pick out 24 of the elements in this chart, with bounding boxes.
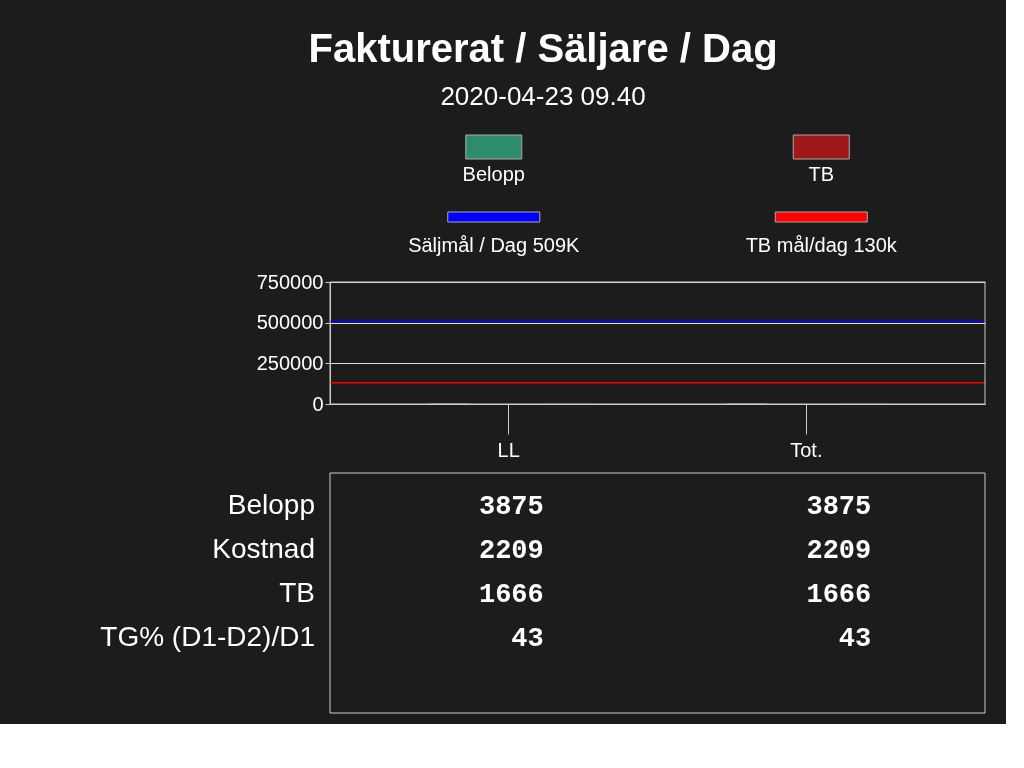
text: 43 bbox=[838, 624, 872, 654]
data-label: 1666 bbox=[478, 580, 544, 610]
y-tick-label: 750000 bbox=[256, 270, 324, 293]
text: TG% (D1-D2)/D1 bbox=[100, 621, 315, 652]
legend-label: TB bbox=[808, 163, 835, 185]
text: Belopp bbox=[227, 489, 315, 520]
x-tick-label: LL bbox=[497, 438, 520, 461]
y-tick-label: 0 bbox=[312, 392, 324, 415]
data-label: 3875 bbox=[806, 492, 872, 522]
y-tick-label: 250000 bbox=[256, 351, 324, 374]
x-tick-label: Tot. bbox=[790, 438, 823, 461]
legend-label: TB mål/dag 130k bbox=[745, 234, 898, 256]
text: TB bbox=[279, 577, 315, 608]
text: 2209 bbox=[478, 536, 544, 566]
data-label: 3875 bbox=[478, 492, 544, 522]
chart-subtitle: 2020-04-23 09.40 bbox=[440, 81, 646, 111]
y-tick-label: 500000 bbox=[256, 311, 324, 334]
text: 2209 bbox=[806, 536, 872, 566]
data-label: 1666 bbox=[806, 580, 872, 610]
chart-title: Fakturerat / Säljare / Dag bbox=[308, 26, 778, 70]
legend-label: Säljmål / Dag 509K bbox=[408, 234, 581, 256]
legend-label: Belopp bbox=[462, 163, 525, 185]
text: 43 bbox=[511, 624, 544, 654]
text: Kostnad bbox=[212, 533, 315, 564]
